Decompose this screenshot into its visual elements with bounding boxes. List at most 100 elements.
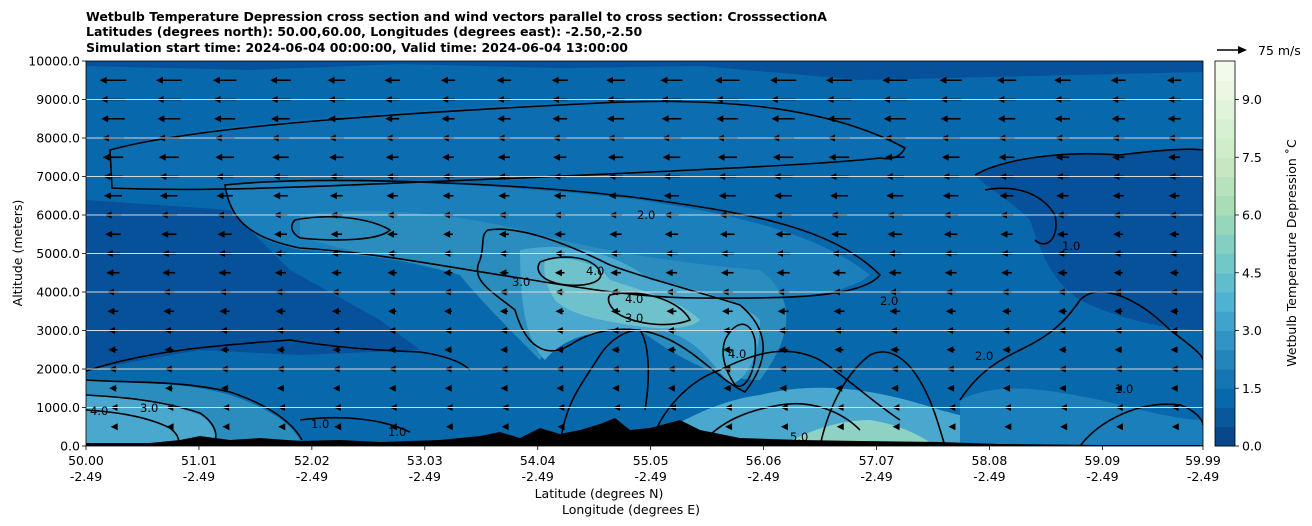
quiver-key: 75 m/s <box>1217 43 1301 58</box>
contour-labels: 2.0 3.0 3.0 4.0 4.0 4.0 2.0 2.0 1.0 1.0 … <box>90 208 1133 444</box>
wind-vector-arrow <box>660 76 683 84</box>
wind-vector-arrow <box>1001 307 1012 315</box>
wind-vector-arrow <box>108 346 118 354</box>
colorbar-swatch <box>1215 157 1235 177</box>
wind-vector-arrow <box>103 192 122 200</box>
x-tick-label-longitude: -2.49 <box>183 469 215 484</box>
wind-vector-arrow <box>610 269 621 277</box>
colorbar-swatch <box>1215 215 1235 235</box>
wind-vector-arrow <box>723 384 731 392</box>
filled-contour-upper-dark <box>86 61 1203 80</box>
x-tick-label-latitude: 55.05 <box>633 453 669 468</box>
wind-vector-arrow <box>606 76 626 84</box>
wind-vector-arrow <box>385 153 399 161</box>
wind-vector-arrow <box>166 423 174 431</box>
wind-vector-arrow <box>772 153 794 161</box>
wind-vector-arrow <box>332 346 341 354</box>
wind-vector-arrow <box>716 115 739 123</box>
wind-vector-arrow <box>667 384 676 392</box>
wind-vector-arrow <box>501 423 509 431</box>
wind-vector-arrow <box>665 269 678 277</box>
contour-3-0-loop-b <box>476 228 764 394</box>
wind-vector-arrow <box>996 76 1017 84</box>
wind-vector-arrow <box>274 269 287 277</box>
wind-vector-arrow <box>1004 423 1012 431</box>
contour-convective-1 <box>559 329 650 446</box>
y-tick-label: 10000.0 <box>28 54 80 69</box>
colorbar-swatch <box>1215 311 1235 331</box>
y-tick-label: 1000.0 <box>36 400 80 415</box>
wind-vector-arrow <box>947 384 955 392</box>
wind-vector-arrow <box>779 384 787 392</box>
wind-vector-arrow <box>499 269 509 277</box>
wind-vector-arrow <box>331 307 341 315</box>
wind-vector-arrow <box>327 76 346 84</box>
wind-vector-arrow <box>1000 230 1013 238</box>
wind-vector-arrow <box>155 76 182 84</box>
quiver-key-arrowhead <box>1238 46 1247 54</box>
x-tick-label-longitude: -2.49 <box>1086 469 1118 484</box>
colorbar: 0.0 1.5 3.0 4.5 6.0 7.5 9.0 <box>1214 60 1262 454</box>
wind-vector-arrow <box>886 192 904 200</box>
contour-4-0-loop-b <box>607 292 692 326</box>
wind-vector-arrow <box>770 76 797 84</box>
wind-vector-arrow <box>388 307 397 315</box>
wind-vector-arrow <box>442 153 454 161</box>
contour-right-top <box>974 148 1203 176</box>
colorbar-swatch <box>1215 369 1235 389</box>
wind-vector-arrow <box>663 192 680 200</box>
wind-vector-arrow <box>102 153 124 161</box>
wind-vector-arrow <box>825 76 853 84</box>
wind-vector-arrow <box>719 230 735 238</box>
wind-vector-arrow <box>778 346 788 354</box>
x-tick-label-latitude: 57.07 <box>859 453 895 468</box>
colorbar-label: Wetbulb Temperature Depression ˚C <box>1284 139 1299 367</box>
wind-vector-arrow <box>109 384 117 392</box>
colorbar-swatch <box>1215 234 1235 254</box>
contour-4-0-loop-a <box>537 256 602 287</box>
wind-vector-arrow <box>101 115 125 123</box>
wind-vector-arrow <box>1112 153 1125 161</box>
wind-vector-arrow <box>214 115 236 123</box>
wind-vector-arrow <box>891 384 899 392</box>
chart-title-line-3: Simulation start time: 2024-06-04 00:00:… <box>86 40 628 55</box>
y-tick-label: 0.0 <box>60 439 80 454</box>
colorbar-tick-label: 7.5 <box>1242 150 1262 165</box>
wind-vector-arrow <box>222 423 230 431</box>
colorbar-swatch <box>1215 426 1235 447</box>
wind-vector-arrow <box>328 115 345 123</box>
wind-vector-arrow <box>278 423 286 431</box>
wind-vector-arrow <box>1002 346 1011 354</box>
wind-vector-arrow <box>948 423 956 431</box>
wind-vector-arrow <box>329 153 344 161</box>
x-tick-label-longitude: -2.49 <box>747 469 779 484</box>
x-tick-label-longitude: -2.49 <box>973 469 1005 484</box>
wind-vector-arrow <box>774 192 793 200</box>
contour-label-4-0-b: 4.0 <box>586 264 604 278</box>
contour-lines <box>86 100 1203 446</box>
wind-vector-arrow <box>498 192 510 200</box>
contour-label-3-0-b: 3.0 <box>625 311 643 325</box>
wind-vector-arrow <box>165 384 173 392</box>
contour-label-3-0-a: 3.0 <box>512 275 530 289</box>
wind-vector-arrow <box>669 423 677 431</box>
contour-right-lower <box>1079 403 1203 446</box>
y-tick-label: 6000.0 <box>36 208 80 223</box>
wind-vector-arrow <box>220 346 229 354</box>
wind-vector-arrow <box>384 76 400 84</box>
wind-vector-arrow <box>1170 346 1178 354</box>
wind-vector-arrow <box>613 423 621 431</box>
wind-vector-arrow <box>162 269 176 277</box>
wind-vector-arrow <box>385 115 400 123</box>
contour-lower-left <box>86 339 471 372</box>
wind-vector-arrow <box>1055 153 1070 161</box>
contour-label-1-0-far-right: 1.0 <box>1115 382 1133 396</box>
wind-vector-arrow <box>1057 269 1068 277</box>
wind-vector-arrow <box>725 423 733 431</box>
wind-vector-arrow <box>667 346 676 354</box>
y-tick-label: 4000.0 <box>36 285 80 300</box>
wind-vector-arrow <box>1168 153 1181 161</box>
wind-vector-arrow <box>158 153 179 161</box>
wind-vector-arrow <box>945 307 956 315</box>
